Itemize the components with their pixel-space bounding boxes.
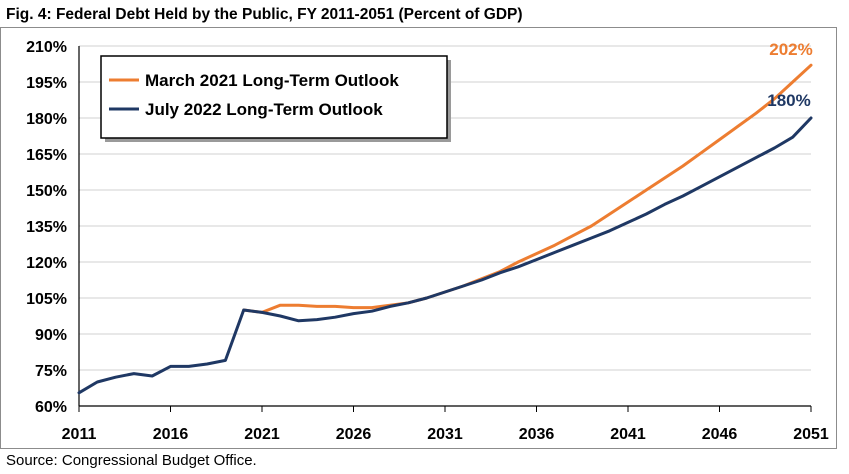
legend-label-march-2021: March 2021 Long-Term Outlook xyxy=(145,71,399,90)
x-tick-label: 2011 xyxy=(62,426,97,443)
july-2022-outlook-line xyxy=(77,116,813,395)
y-tick-label: 210% xyxy=(26,39,67,56)
x-tick-label: 2031 xyxy=(427,426,463,443)
x-tick-label: 2026 xyxy=(336,426,372,443)
tick-labels: 60% 75% 90% 105% 120% 135% 150% 165% 180% 195% 210… xyxy=(26,39,829,443)
source-note: Source: Congressional Budget Office. xyxy=(6,452,257,469)
chart-title: Fig. 4: Federal Debt Held by the Public,… xyxy=(6,6,523,23)
y-tick-label: 105% xyxy=(26,291,67,308)
y-tick-label: 90% xyxy=(35,327,67,344)
y-tick-label: 150% xyxy=(26,183,67,200)
y-tick-label: 165% xyxy=(26,147,67,164)
x-tick-label: 2046 xyxy=(702,426,738,443)
x-tick-label: 2051 xyxy=(793,426,829,443)
x-tick-label: 2016 xyxy=(153,426,189,443)
x-tick-label: 2021 xyxy=(244,426,280,443)
y-tick-label: 195% xyxy=(26,75,67,92)
y-tick-label: 120% xyxy=(26,255,67,272)
line-chart: 60% 75% 90% 105% 120% 135% 150% 165% 180% 195% 210… xyxy=(26,39,829,443)
legend: March 2021 Long-Term Outlook July 2022 Lo… xyxy=(100,55,451,142)
x-tick-label: 2036 xyxy=(519,426,555,443)
y-tick-label: 75% xyxy=(35,363,67,380)
y-tick-label: 180% xyxy=(26,111,67,128)
legend-box xyxy=(100,55,448,139)
series-lines xyxy=(77,63,813,395)
y-tick-label: 60% xyxy=(35,399,67,416)
chart-frame: 60% 75% 90% 105% 120% 135% 150% 165% 180% 195% 210… xyxy=(0,27,837,449)
x-tick-label: 2041 xyxy=(610,426,646,443)
march-2021-outlook-line xyxy=(242,63,813,314)
end-label-march-2021: 202% xyxy=(769,40,812,59)
end-label-july-2022: 180% xyxy=(767,91,810,110)
axes xyxy=(78,46,812,412)
y-tick-label: 135% xyxy=(26,219,67,236)
legend-label-july-2022: July 2022 Long-Term Outlook xyxy=(145,100,383,119)
